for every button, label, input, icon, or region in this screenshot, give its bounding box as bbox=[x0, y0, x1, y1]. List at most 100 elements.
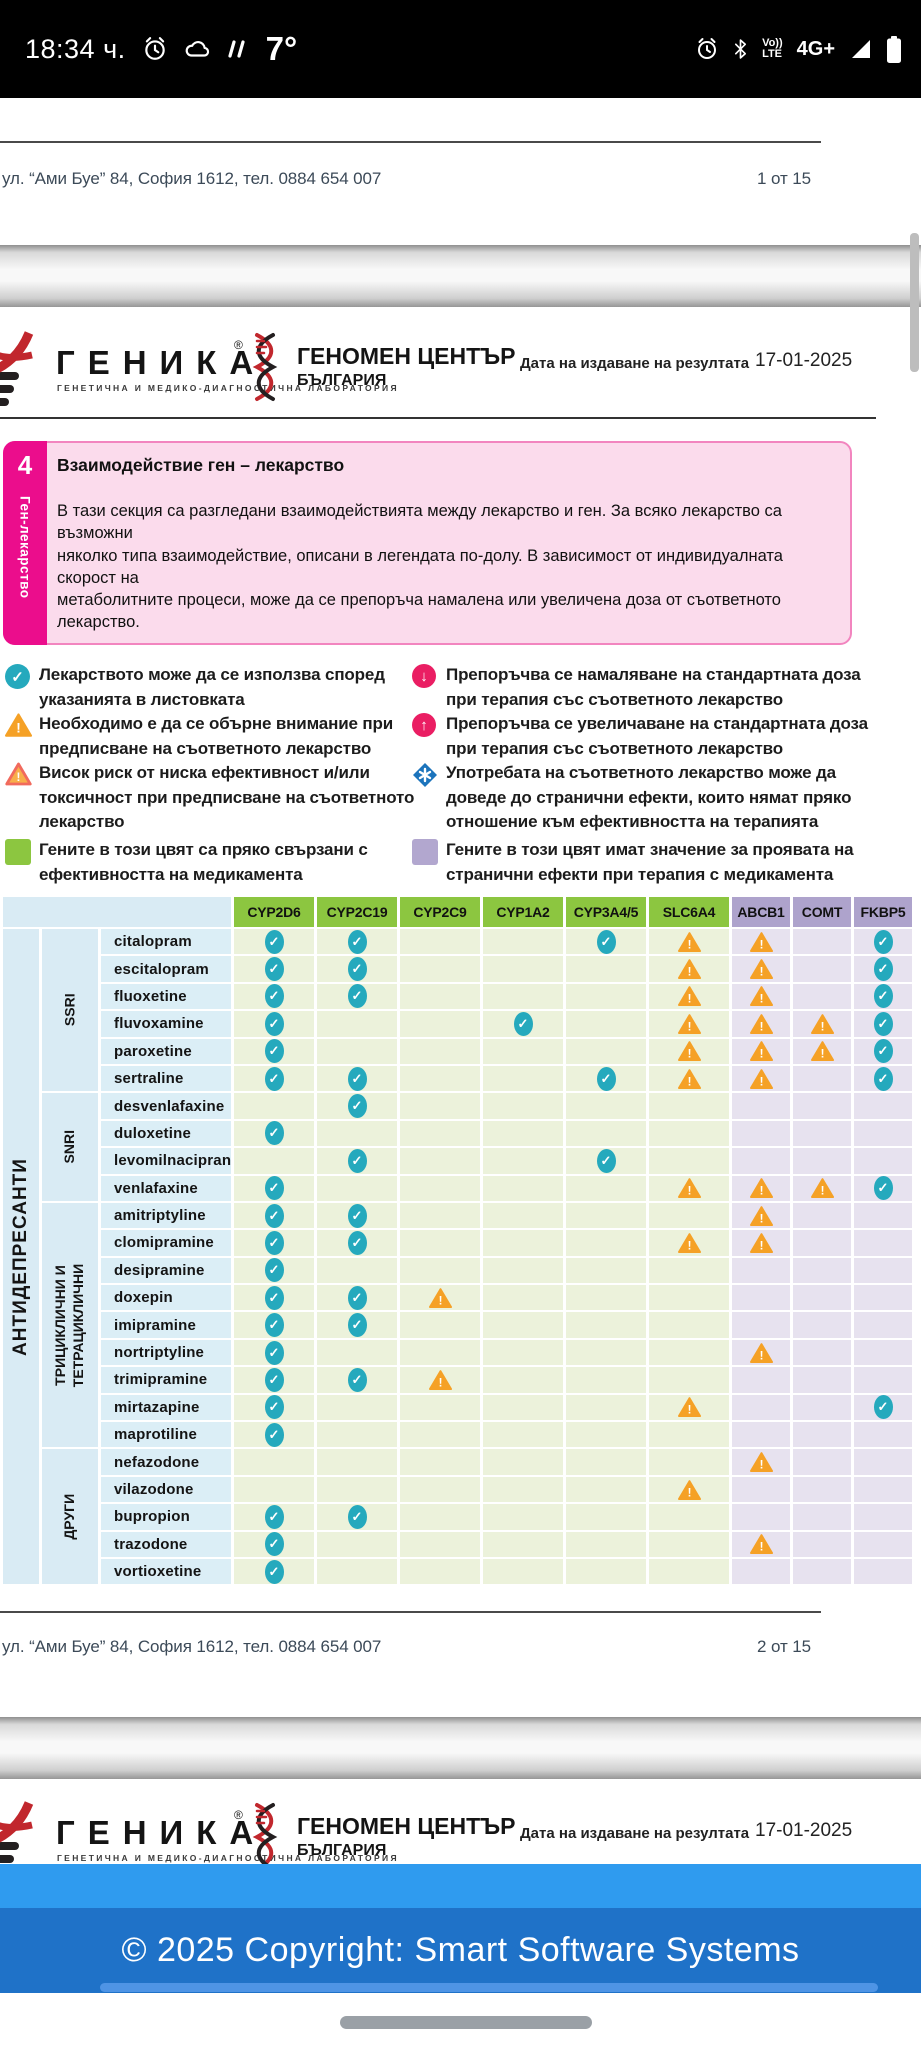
genika-logo-text: ГЕНИКА bbox=[56, 1814, 267, 1851]
app-bar-light bbox=[0, 1864, 921, 1908]
marker-cell bbox=[566, 1449, 646, 1475]
marker-cell bbox=[649, 1531, 729, 1557]
legend-item: ! Висок риск от ниска ефективност и/или т… bbox=[5, 761, 441, 835]
drug-group-label: SNRI bbox=[42, 1093, 98, 1201]
svg-text:!: ! bbox=[687, 994, 691, 1006]
marker-cell: ✓ bbox=[317, 1148, 397, 1174]
svg-text:!: ! bbox=[820, 1049, 824, 1061]
marker-cell bbox=[483, 1257, 563, 1284]
marker-cell bbox=[317, 1339, 397, 1366]
marker-cell bbox=[793, 1257, 851, 1284]
ok-check-icon: ✓ bbox=[264, 1176, 284, 1201]
section-number: 4 bbox=[17, 450, 33, 480]
ok-check-icon: ✓ bbox=[347, 1094, 367, 1119]
marker-cell bbox=[649, 1558, 729, 1585]
ok-check-icon: ✓ bbox=[873, 1066, 893, 1091]
marker-cell bbox=[793, 1230, 851, 1256]
ok-check-icon: ✓ bbox=[264, 929, 284, 954]
page2-footer-rule bbox=[0, 1611, 821, 1613]
marker-cell bbox=[793, 1312, 851, 1338]
marker-cell bbox=[400, 1558, 480, 1585]
marker-cell bbox=[793, 956, 851, 982]
ok-check-icon: ✓ bbox=[873, 929, 893, 954]
marker-cell bbox=[732, 1558, 790, 1585]
marker-cell: ✓ bbox=[234, 1531, 314, 1557]
ok-check-icon: ✓ bbox=[264, 1559, 284, 1584]
marker-cell bbox=[483, 1504, 563, 1530]
marker-cell bbox=[854, 1257, 912, 1284]
drug-name: trazodone bbox=[101, 1531, 231, 1557]
marker-cell bbox=[483, 1285, 563, 1311]
status-right-cluster: Vo)) LTE 4G+ bbox=[695, 0, 901, 98]
warning-triangle-icon: ! bbox=[749, 931, 773, 952]
marker-cell bbox=[649, 1312, 729, 1338]
ok-check-icon: ✓ bbox=[264, 1258, 284, 1283]
marker-cell bbox=[400, 1202, 480, 1229]
marker-cell: ✓ bbox=[317, 983, 397, 1010]
gene-header-CYP2C9: CYP2C9 bbox=[400, 897, 480, 927]
marker-cell: ! bbox=[793, 1175, 851, 1201]
drug-name: maprotiline bbox=[101, 1422, 231, 1448]
marker-cell bbox=[854, 1202, 912, 1229]
temperature-text: 7° bbox=[265, 30, 298, 67]
marker-cell: ✓ bbox=[234, 983, 314, 1010]
ok-check-icon: ✓ bbox=[264, 1039, 284, 1064]
marker-cell: ✓ bbox=[234, 1558, 314, 1585]
marker-cell bbox=[854, 1148, 912, 1174]
ok-check-icon: ✓ bbox=[347, 1066, 367, 1091]
marker-cell: ! bbox=[649, 1011, 729, 1037]
svg-text:!: ! bbox=[759, 1542, 763, 1554]
marker-cell bbox=[649, 1148, 729, 1174]
ok-check-icon: ✓ bbox=[347, 1367, 367, 1392]
marker-cell: ✓ bbox=[234, 1257, 314, 1284]
marker-cell bbox=[566, 1504, 646, 1530]
genika-logo-text: ГЕНИКА bbox=[56, 344, 267, 381]
ok-check-icon: ✓ bbox=[264, 1121, 284, 1146]
genika-logo-subtitle: ГЕНЕТИЧНА И МЕДИКО-ДИАГНОСТИЧНА ЛАБОРАТО… bbox=[57, 383, 399, 393]
signal-strength-icon bbox=[852, 40, 870, 58]
registered-mark: ® bbox=[234, 1808, 243, 1822]
marker-cell bbox=[566, 1531, 646, 1557]
ok-check-icon: ✓ bbox=[347, 1203, 367, 1228]
marker-cell: ! bbox=[732, 1038, 790, 1064]
drug-name: imipramine bbox=[101, 1312, 231, 1338]
legend-item: ! Необходимо е да се обърне внимание при … bbox=[5, 712, 441, 761]
ok-check-icon: ✓ bbox=[264, 1340, 284, 1365]
header-rule bbox=[0, 417, 876, 419]
marker-cell bbox=[854, 1449, 912, 1475]
marker-cell bbox=[483, 1120, 563, 1147]
viewer-scrollbar[interactable] bbox=[910, 233, 919, 372]
svg-text:!: ! bbox=[687, 1049, 691, 1061]
marker-cell bbox=[317, 1558, 397, 1585]
marker-cell bbox=[483, 1449, 563, 1475]
warning-triangle-icon: ! bbox=[428, 1370, 452, 1390]
marker-cell bbox=[483, 1367, 563, 1393]
marker-cell: ✓ bbox=[317, 1312, 397, 1338]
marker-cell bbox=[400, 1422, 480, 1448]
warning-triangle-icon: ! bbox=[677, 959, 701, 980]
drug-name: desvenlafaxine bbox=[101, 1093, 231, 1119]
marker-cell bbox=[566, 1422, 646, 1448]
ok-check-icon: ✓ bbox=[873, 984, 893, 1009]
marker-cell bbox=[566, 1120, 646, 1147]
ok-check-icon: ✓ bbox=[347, 1504, 367, 1529]
alarm-status-icon bbox=[698, 38, 717, 59]
genome-center-country-text: БЪЛГАРИЯ bbox=[297, 372, 387, 389]
ok-check-icon: ✓ bbox=[264, 1230, 284, 1255]
legend-item: Употребата на съответното лекарство може… bbox=[412, 761, 916, 835]
marker-cell bbox=[854, 1230, 912, 1256]
ok-check-icon: ✓ bbox=[347, 1230, 367, 1255]
marker-cell: ✓ bbox=[566, 1148, 646, 1174]
marker-cell bbox=[566, 1093, 646, 1119]
warning-triangle-icon: ! bbox=[677, 1014, 701, 1034]
app-footer-bar: © 2025 Copyright: Smart Software Systems bbox=[0, 1908, 921, 1993]
warning-triangle-icon: ! bbox=[677, 1397, 701, 1418]
marker-cell bbox=[400, 1175, 480, 1201]
marker-cell: ✓ bbox=[566, 929, 646, 955]
marker-cell: ✓ bbox=[234, 1504, 314, 1530]
drug-name: citalopram bbox=[101, 929, 231, 955]
gesture-nav-pill[interactable] bbox=[340, 2016, 592, 2029]
marker-cell bbox=[566, 1202, 646, 1229]
marker-cell bbox=[732, 1148, 790, 1174]
marker-cell: ✓ bbox=[566, 1065, 646, 1092]
